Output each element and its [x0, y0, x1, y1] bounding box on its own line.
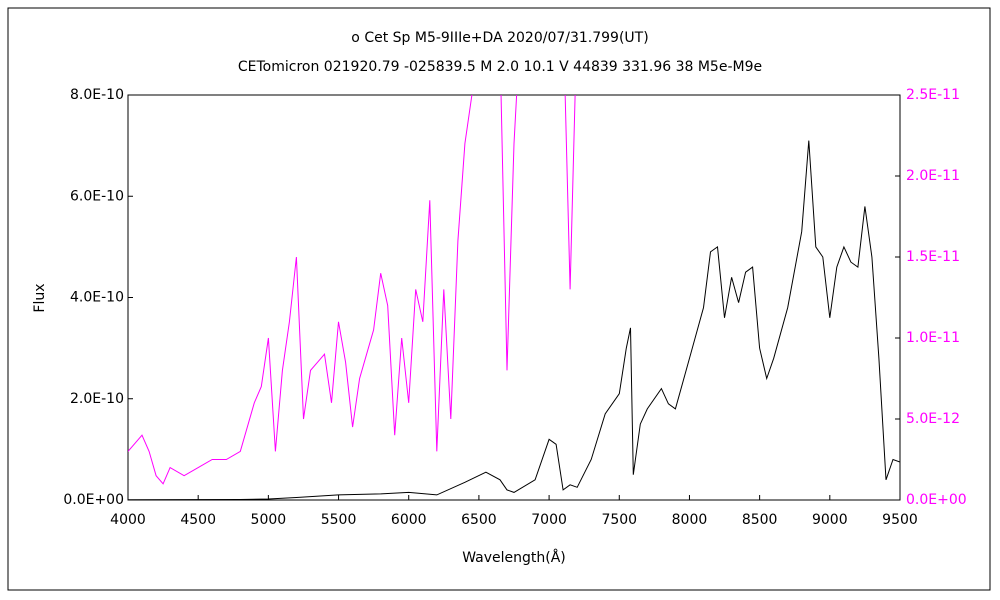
- y2-tick-label: 2.0E-11: [906, 168, 960, 184]
- x-tick-label: 6000: [391, 512, 427, 528]
- y2-tick-label: 0.0E+00: [906, 492, 967, 508]
- y2-tick-label: 2.5E-11: [906, 87, 960, 103]
- spectrum-line: [128, 95, 576, 485]
- y2-tick-label: 1.5E-11: [906, 249, 960, 265]
- y2-tick-label: 5.0E-12: [906, 411, 960, 427]
- x-tick-label: 7500: [601, 512, 637, 528]
- chart-title: ο Cet Sp M5-9IIIe+DA 2020/07/31.799(UT): [351, 30, 648, 46]
- spectrum-line: [128, 140, 900, 500]
- x-tick-label: 9000: [812, 512, 848, 528]
- x-tick-label: 7000: [531, 512, 567, 528]
- x-tick-label: 9500: [882, 512, 918, 528]
- x-tick-label: 5000: [251, 512, 287, 528]
- y-tick-label: 8.0E-10: [70, 87, 124, 103]
- x-tick-label: 4000: [110, 512, 146, 528]
- x-tick-label: 8500: [742, 512, 778, 528]
- frame: [7, 7, 991, 591]
- y2-tick-label: 1.0E-11: [906, 330, 960, 346]
- x-axis-label: Wavelength(Å): [462, 549, 566, 566]
- y-tick-label: 2.0E-10: [70, 391, 124, 407]
- x-tick-label: 5500: [321, 512, 357, 528]
- chart-subtitle: CETomicron 021920.79 -025839.5 M 2.0 10.…: [238, 59, 762, 75]
- x-tick-label: 6500: [461, 512, 497, 528]
- x-tick-label: 4500: [180, 512, 216, 528]
- x-tick-label: 8000: [672, 512, 708, 528]
- y-tick-label: 4.0E-10: [70, 290, 124, 306]
- y-axis-label: Flux: [32, 283, 48, 312]
- y-tick-label: 6.0E-10: [70, 188, 124, 204]
- y-tick-label: 0.0E+00: [63, 492, 124, 508]
